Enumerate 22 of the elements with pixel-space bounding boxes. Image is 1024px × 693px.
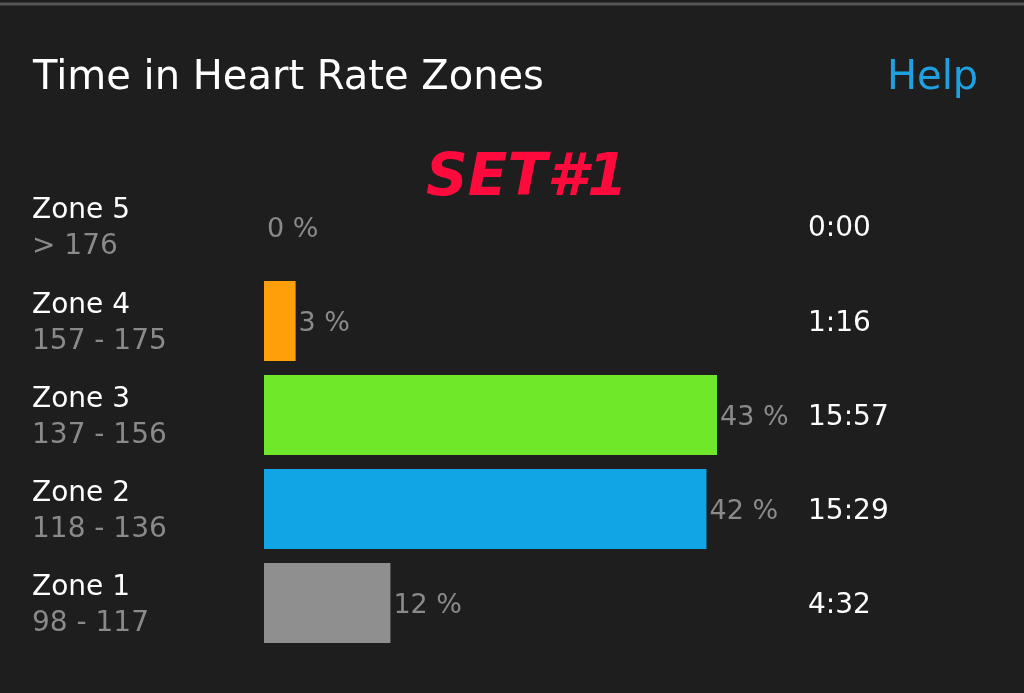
chart-title: Time in Heart Rate Zones <box>32 52 544 98</box>
annotation: SET#1 <box>426 141 628 209</box>
y-tick-label: Zone 3 137 - 156 <box>32 381 167 451</box>
text: 15:57 <box>808 399 889 432</box>
data-label: 43 % <box>720 399 789 431</box>
bar <box>264 375 717 455</box>
text: Help <box>887 52 979 98</box>
data-label: 12 % <box>393 587 463 619</box>
text: 1:16 <box>808 305 871 338</box>
bar <box>264 563 391 643</box>
text: 0:00 <box>808 210 871 243</box>
y-tick-label: Zone 5 > 176 <box>32 192 130 262</box>
data-label: 3 % <box>298 305 351 337</box>
data-label: 0 % <box>267 211 319 243</box>
y-tick-label: Zone 4 157 - 175 <box>32 287 167 357</box>
bar <box>264 469 707 549</box>
data-label: 42 % <box>709 493 779 525</box>
bar <box>264 281 296 361</box>
y-tick-label: Zone 2 118 - 136 <box>32 475 167 545</box>
text: 15:29 <box>808 493 889 526</box>
text: 4:32 <box>808 587 871 620</box>
y-tick-label: Zone 1 98 - 117 <box>32 569 149 639</box>
